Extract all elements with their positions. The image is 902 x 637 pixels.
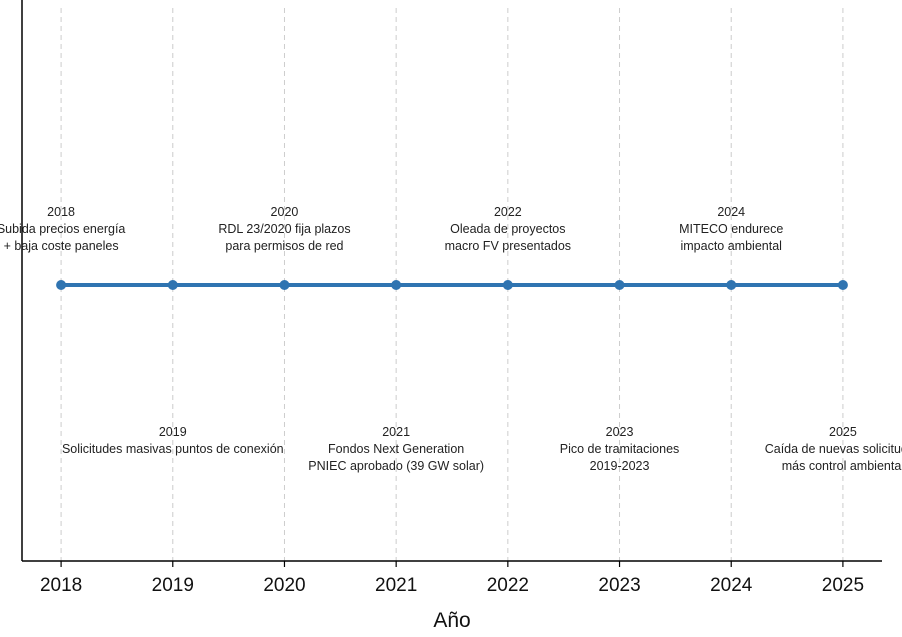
x-tick-label-2024: 2024 — [710, 575, 753, 596]
event-text-2018-2: + baja coste paneles — [4, 239, 119, 253]
event-year-2024: 2024 — [717, 205, 745, 219]
event-year-2022: 2022 — [494, 205, 522, 219]
event-year-2020: 2020 — [271, 205, 299, 219]
x-axis-label: Año — [433, 609, 470, 632]
event-text-2024-1: MITECO endurece — [679, 222, 783, 236]
x-tick-label-2018: 2018 — [40, 575, 82, 596]
x-tick-label-2021: 2021 — [375, 575, 417, 596]
event-text-2025-2: más control ambiental — [782, 459, 902, 473]
event-text-2018-1: Subida precios energía — [0, 222, 125, 236]
event-annotation-2025: 2025 Caída de nuevas solicitudes más contr… — [765, 425, 902, 473]
timeline-point-2018 — [56, 280, 67, 290]
x-axis-ticks: 2018 2019 2020 2021 2022 2023 2024 2025 — [40, 561, 864, 596]
x-tick-label-2019: 2019 — [152, 575, 194, 596]
timeline-point-2025 — [837, 280, 848, 290]
event-text-2022-2: macro FV presentados — [445, 239, 571, 253]
timeline-point-2022 — [502, 280, 513, 290]
event-annotation-2024: 2024 MITECO endurece impacto ambiental — [679, 205, 783, 253]
event-text-2019-1: Solicitudes masivas puntos de conexión — [62, 442, 284, 456]
event-annotation-2018: 2018 Subida precios energía + baja coste p… — [0, 205, 125, 253]
event-year-2023: 2023 — [606, 425, 634, 439]
event-year-2021: 2021 — [382, 425, 410, 439]
x-tick-label-2025: 2025 — [822, 575, 864, 596]
timeline-point-2021 — [391, 280, 402, 290]
event-text-2023-1: Pico de tramitaciones — [560, 442, 680, 456]
timeline-point-2024 — [726, 280, 737, 290]
x-tick-label-2022: 2022 — [487, 575, 529, 596]
event-annotation-2019: 2019 Solicitudes masivas puntos de conexi… — [62, 425, 284, 456]
event-text-2020-2: para permisos de red — [225, 239, 343, 253]
event-text-2025-1: Caída de nuevas solicitudes — [765, 442, 902, 456]
event-text-2021-1: Fondos Next Generation — [328, 442, 464, 456]
timeline-point-2020 — [279, 280, 290, 290]
event-annotation-2022: 2022 Oleada de proyectos macro FV presenta… — [445, 205, 571, 253]
event-text-2022-1: Oleada de proyectos — [450, 222, 565, 236]
timeline-series — [56, 280, 848, 290]
event-annotation-2021: 2021 Fondos Next Generation PNIEC aprobado… — [308, 425, 484, 473]
event-text-2023-2: 2019-2023 — [590, 459, 650, 473]
timeline-point-2023 — [614, 280, 625, 290]
timeline-point-2019 — [167, 280, 178, 290]
event-year-2025: 2025 — [829, 425, 857, 439]
event-text-2021-2: PNIEC aprobado (39 GW solar) — [308, 459, 484, 473]
event-year-2018: 2018 — [47, 205, 75, 219]
x-tick-label-2023: 2023 — [598, 575, 640, 596]
grid-lines — [60, 8, 844, 561]
x-tick-label-2020: 2020 — [263, 575, 305, 596]
event-annotation-2020: 2020 RDL 23/2020 fija plazos para permisos… — [218, 205, 350, 253]
event-text-2020-1: RDL 23/2020 fija plazos — [218, 222, 350, 236]
event-year-2019: 2019 — [159, 425, 187, 439]
event-annotations: 2018 Subida precios energía + baja coste p… — [0, 205, 902, 473]
event-text-2024-2: impacto ambiental — [680, 239, 781, 253]
event-annotation-2023: 2023 Pico de tramitaciones 2019-2023 — [560, 425, 680, 473]
